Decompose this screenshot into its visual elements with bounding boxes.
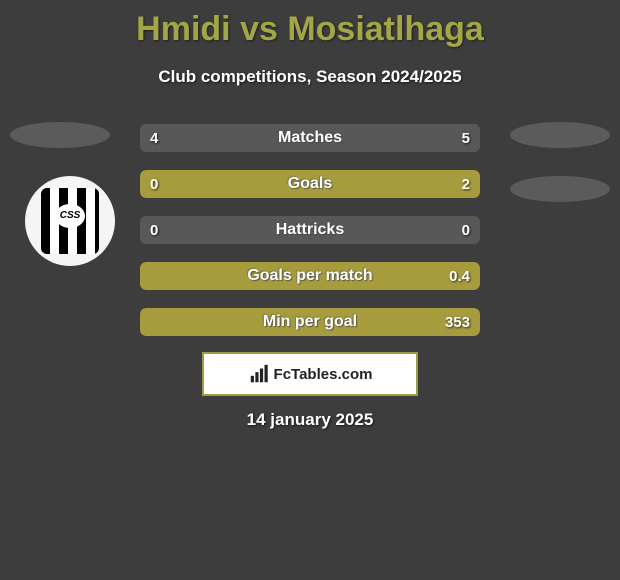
stat-label: Min per goal	[140, 313, 480, 331]
bar-chart-icon	[248, 363, 270, 385]
stat-label: Hattricks	[140, 221, 480, 239]
page-title: Hmidi vs Mosiatlhaga	[0, 0, 620, 49]
comparison-bars: Matches45Goals02Hattricks00Goals per mat…	[140, 124, 480, 354]
stat-row: Matches4 5	[140, 124, 480, 152]
stat-value-right: 0	[462, 222, 470, 239]
stat-row: Hattricks0 0	[140, 216, 480, 244]
left-team-badge	[25, 176, 115, 266]
stat-value-right: 353	[445, 314, 470, 331]
stat-value-right: 2	[462, 176, 470, 193]
stat-value-right: 0.4	[449, 268, 470, 285]
right-team-placeholder-ellipse-1	[510, 122, 610, 148]
stat-value-left: 0	[150, 222, 158, 239]
stat-row: Min per goal353	[140, 308, 480, 336]
stat-row: Goals per match0.4	[140, 262, 480, 290]
stat-value-left: 4	[150, 130, 158, 147]
footer-brand-box: FcTables.com	[202, 352, 418, 396]
stat-label: Goals per match	[140, 267, 480, 285]
snapshot-date: 14 january 2025	[0, 410, 620, 430]
page-subtitle: Club competitions, Season 2024/2025	[0, 67, 620, 87]
right-team-placeholder-ellipse-2	[510, 176, 610, 202]
stat-value-right: 5	[462, 130, 470, 147]
stat-value-left: 0	[150, 176, 158, 193]
stat-label: Goals	[140, 175, 480, 193]
club-logo-icon	[41, 188, 99, 254]
stat-label: Matches	[140, 129, 480, 147]
left-team-placeholder-ellipse	[10, 122, 110, 148]
footer-brand-text: FcTables.com	[274, 366, 373, 383]
stat-row: Goals0 2	[140, 170, 480, 198]
